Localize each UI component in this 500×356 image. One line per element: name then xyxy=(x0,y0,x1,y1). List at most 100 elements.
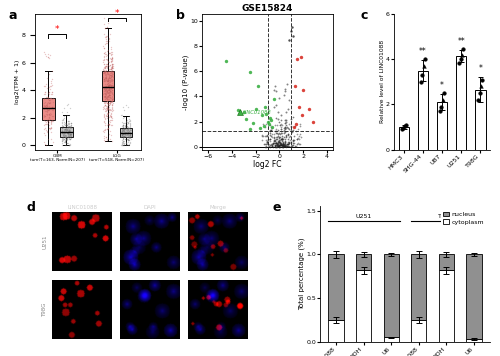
Point xyxy=(106,99,114,105)
Point xyxy=(102,77,110,83)
Point xyxy=(58,125,66,131)
Point xyxy=(48,96,56,102)
Point xyxy=(102,85,110,91)
Point xyxy=(106,70,114,76)
Point xyxy=(119,141,127,146)
Point xyxy=(284,125,292,131)
Point xyxy=(40,126,48,131)
Point xyxy=(104,68,112,74)
Point xyxy=(42,102,50,108)
Point xyxy=(270,131,278,137)
Point xyxy=(40,114,48,119)
Point xyxy=(281,142,289,147)
Point xyxy=(272,138,280,143)
Point xyxy=(104,89,112,95)
Point xyxy=(122,119,130,125)
Point xyxy=(306,106,314,112)
Point xyxy=(105,86,113,91)
Point xyxy=(267,117,275,123)
Point xyxy=(100,76,108,82)
Point xyxy=(48,105,56,110)
Point xyxy=(100,53,108,59)
Point xyxy=(102,26,110,31)
Point xyxy=(100,94,108,99)
Point xyxy=(122,140,130,145)
Point xyxy=(104,111,112,116)
Point xyxy=(109,96,117,102)
Point xyxy=(118,132,126,138)
Point xyxy=(456,57,464,62)
Point xyxy=(104,59,112,65)
Point xyxy=(104,88,112,94)
Point xyxy=(108,63,116,69)
Point xyxy=(46,52,54,58)
Point xyxy=(287,140,295,145)
Point xyxy=(59,130,67,136)
Point xyxy=(102,92,110,98)
Point xyxy=(120,141,128,147)
Point xyxy=(106,128,114,134)
Point xyxy=(64,102,72,108)
Point xyxy=(62,133,70,139)
Point xyxy=(45,100,53,106)
Point xyxy=(60,133,68,138)
Point xyxy=(103,88,111,94)
Point xyxy=(45,117,53,123)
Point xyxy=(106,82,114,88)
Point xyxy=(277,128,285,134)
Point xyxy=(106,106,114,112)
Point xyxy=(282,132,290,138)
Point xyxy=(46,83,54,89)
Point xyxy=(280,143,287,149)
Point xyxy=(282,124,290,130)
Point xyxy=(278,141,286,147)
Point xyxy=(106,131,114,137)
Point xyxy=(100,90,108,96)
Point xyxy=(118,132,126,137)
Point xyxy=(108,82,116,88)
Point xyxy=(60,130,68,136)
Point xyxy=(106,114,114,120)
Point xyxy=(58,129,66,135)
Point xyxy=(282,109,290,115)
Point xyxy=(118,143,126,148)
Point xyxy=(296,134,304,140)
Point xyxy=(44,119,52,124)
Point xyxy=(46,99,54,105)
Point xyxy=(280,134,288,140)
Point xyxy=(48,113,56,119)
Point xyxy=(108,110,116,116)
Point xyxy=(42,121,50,127)
Point xyxy=(272,102,280,108)
Point xyxy=(124,119,132,124)
Point xyxy=(280,92,288,98)
Point xyxy=(102,73,110,79)
Point xyxy=(262,139,270,145)
Point xyxy=(271,144,279,150)
Point xyxy=(289,138,297,144)
Point xyxy=(101,90,109,95)
Point xyxy=(60,105,68,111)
Point xyxy=(107,52,115,57)
Point xyxy=(100,93,108,99)
Point xyxy=(106,66,114,72)
Point xyxy=(61,134,69,139)
Point xyxy=(48,76,56,82)
Point xyxy=(40,112,48,117)
Point xyxy=(292,143,300,148)
Point xyxy=(66,131,74,137)
Point xyxy=(418,72,426,78)
Point xyxy=(118,127,126,132)
Point xyxy=(283,143,291,149)
Point xyxy=(65,136,73,141)
Point xyxy=(272,122,280,128)
Point xyxy=(101,69,109,74)
Point xyxy=(284,141,292,147)
Point xyxy=(65,129,73,134)
Point xyxy=(102,72,110,78)
Point xyxy=(271,129,279,134)
Point xyxy=(66,136,74,142)
Point xyxy=(107,73,115,79)
Point xyxy=(44,136,52,142)
Point xyxy=(64,130,72,136)
